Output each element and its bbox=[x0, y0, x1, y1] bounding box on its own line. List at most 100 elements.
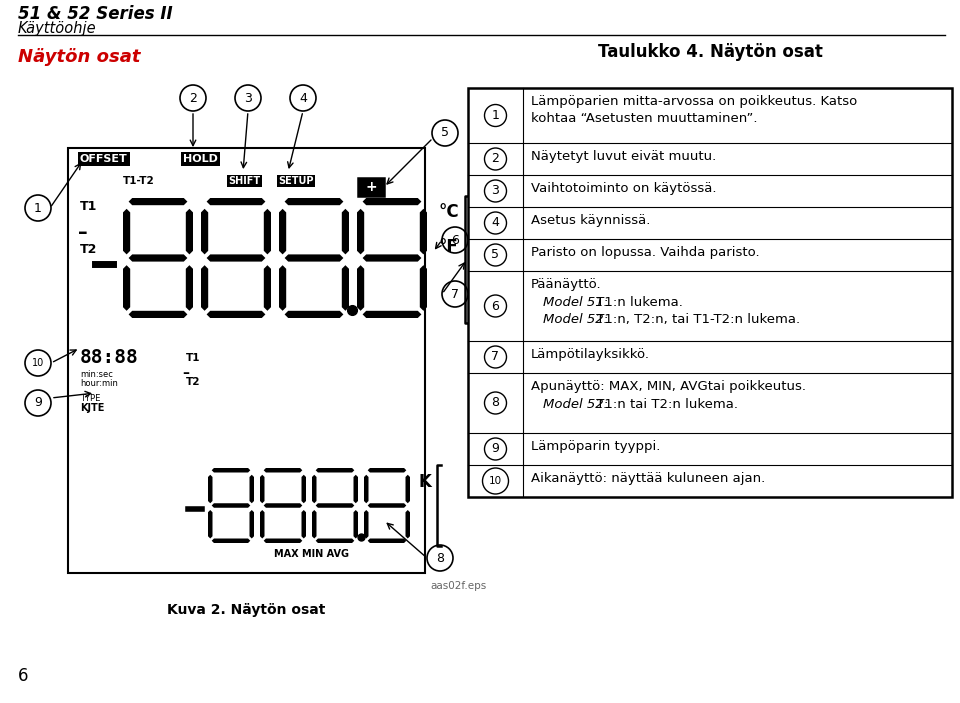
Polygon shape bbox=[357, 265, 364, 311]
Polygon shape bbox=[129, 198, 187, 205]
Text: 10: 10 bbox=[489, 476, 502, 486]
Polygon shape bbox=[312, 475, 317, 503]
Text: 6: 6 bbox=[451, 233, 459, 247]
Polygon shape bbox=[301, 475, 306, 503]
Text: Lämpötilayksikkö.: Lämpötilayksikkö. bbox=[531, 348, 650, 361]
Text: T1: T1 bbox=[80, 200, 97, 213]
Text: Model 52:: Model 52: bbox=[543, 398, 608, 411]
Polygon shape bbox=[279, 209, 286, 254]
Polygon shape bbox=[363, 254, 421, 262]
Polygon shape bbox=[123, 209, 131, 254]
Polygon shape bbox=[206, 254, 265, 262]
Polygon shape bbox=[364, 475, 369, 503]
Text: 9: 9 bbox=[34, 396, 42, 410]
Text: T1-T2: T1-T2 bbox=[123, 176, 155, 186]
Polygon shape bbox=[284, 311, 344, 318]
Text: T2: T2 bbox=[186, 377, 201, 387]
Text: 2: 2 bbox=[492, 153, 499, 165]
Text: HOLD: HOLD bbox=[183, 154, 218, 164]
Polygon shape bbox=[208, 510, 212, 538]
Text: 5: 5 bbox=[441, 127, 449, 139]
Polygon shape bbox=[363, 311, 421, 318]
Polygon shape bbox=[250, 475, 254, 503]
Text: –: – bbox=[182, 366, 189, 380]
Polygon shape bbox=[368, 503, 406, 508]
Text: Vaihtotoiminto on käytössä.: Vaihtotoiminto on käytössä. bbox=[531, 182, 716, 195]
Polygon shape bbox=[129, 254, 187, 262]
Polygon shape bbox=[201, 209, 208, 254]
Polygon shape bbox=[279, 265, 286, 311]
Text: Käyttöohje: Käyttöohje bbox=[18, 21, 97, 36]
Text: TYPE: TYPE bbox=[80, 394, 101, 403]
Text: 8: 8 bbox=[492, 396, 499, 410]
Polygon shape bbox=[316, 468, 354, 472]
Polygon shape bbox=[264, 503, 302, 508]
Polygon shape bbox=[250, 510, 254, 538]
Polygon shape bbox=[405, 510, 410, 538]
Text: 8: 8 bbox=[436, 551, 444, 565]
Bar bbox=[68, 148, 425, 573]
Text: OFFSET: OFFSET bbox=[80, 154, 128, 164]
Text: 1: 1 bbox=[34, 202, 42, 214]
Polygon shape bbox=[284, 198, 344, 205]
Text: min:sec: min:sec bbox=[80, 370, 113, 379]
Text: 10: 10 bbox=[32, 358, 44, 368]
Text: aas02f.eps: aas02f.eps bbox=[430, 581, 487, 591]
Polygon shape bbox=[312, 510, 317, 538]
Polygon shape bbox=[364, 510, 369, 538]
Text: Taulukko 4. Näytön osat: Taulukko 4. Näytön osat bbox=[597, 43, 823, 61]
Text: Model 51:: Model 51: bbox=[543, 296, 608, 309]
Polygon shape bbox=[368, 538, 406, 543]
Text: 2: 2 bbox=[189, 91, 197, 105]
Text: 9: 9 bbox=[492, 442, 499, 456]
Text: 51 & 52 Series II: 51 & 52 Series II bbox=[18, 5, 173, 23]
Polygon shape bbox=[123, 265, 131, 311]
Text: SETUP: SETUP bbox=[278, 176, 314, 186]
Polygon shape bbox=[129, 311, 187, 318]
Text: hour:min: hour:min bbox=[80, 379, 118, 388]
Text: 6: 6 bbox=[492, 299, 499, 313]
Polygon shape bbox=[353, 510, 358, 538]
Polygon shape bbox=[206, 198, 265, 205]
Polygon shape bbox=[342, 209, 349, 254]
Text: T1: T1 bbox=[186, 353, 201, 363]
Polygon shape bbox=[420, 265, 427, 311]
Text: Lämpöparin tyyppi.: Lämpöparin tyyppi. bbox=[531, 440, 660, 453]
Text: 7: 7 bbox=[492, 351, 499, 363]
Text: Näytetyt luvut eivät muutu.: Näytetyt luvut eivät muutu. bbox=[531, 150, 716, 163]
Polygon shape bbox=[420, 209, 427, 254]
Polygon shape bbox=[301, 510, 306, 538]
Polygon shape bbox=[264, 468, 302, 472]
Text: 1: 1 bbox=[492, 109, 499, 122]
Polygon shape bbox=[264, 265, 271, 311]
Text: K: K bbox=[419, 473, 432, 491]
Polygon shape bbox=[405, 475, 410, 503]
Text: Aikanäyttö: näyttää kuluneen ajan.: Aikanäyttö: näyttää kuluneen ajan. bbox=[531, 472, 765, 485]
Text: Päänäyttö.: Päänäyttö. bbox=[531, 278, 602, 291]
Text: 88:88: 88:88 bbox=[80, 348, 139, 367]
Text: 3: 3 bbox=[492, 184, 499, 198]
Polygon shape bbox=[260, 475, 265, 503]
Polygon shape bbox=[357, 209, 364, 254]
Text: T1:n lukema.: T1:n lukema. bbox=[592, 296, 684, 309]
Polygon shape bbox=[260, 510, 265, 538]
Text: 5: 5 bbox=[492, 248, 499, 262]
Text: °C: °C bbox=[439, 203, 460, 221]
Polygon shape bbox=[284, 254, 344, 262]
Bar bbox=[358, 178, 384, 196]
Polygon shape bbox=[264, 209, 271, 254]
Text: Lämpöparien mitta-arvossa on poikkeutus. Katso
kohtaa “Asetusten muuttaminen”.: Lämpöparien mitta-arvossa on poikkeutus.… bbox=[531, 95, 857, 125]
Text: +: + bbox=[365, 180, 377, 194]
Text: SHIFT: SHIFT bbox=[228, 176, 260, 186]
Text: °F: °F bbox=[439, 238, 459, 256]
Text: Model 52:: Model 52: bbox=[543, 313, 608, 326]
Text: KJTE: KJTE bbox=[80, 403, 105, 413]
Polygon shape bbox=[211, 503, 251, 508]
Polygon shape bbox=[342, 265, 349, 311]
Polygon shape bbox=[208, 475, 212, 503]
Text: Kuva 2. Näytön osat: Kuva 2. Näytön osat bbox=[167, 603, 325, 617]
Text: T2: T2 bbox=[80, 243, 97, 256]
Polygon shape bbox=[211, 538, 251, 543]
Polygon shape bbox=[368, 468, 406, 472]
Text: 4: 4 bbox=[492, 217, 499, 229]
